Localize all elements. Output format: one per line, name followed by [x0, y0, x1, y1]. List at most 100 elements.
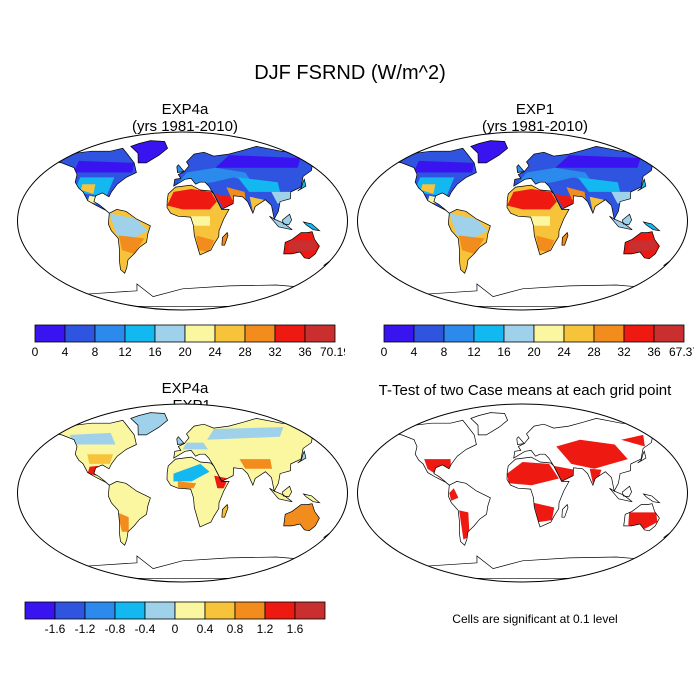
- coastline-newguinea: [642, 493, 661, 504]
- map-region-borneo: [622, 214, 632, 225]
- map-field-patch: [177, 481, 197, 489]
- colorbar-swatch: [124, 324, 156, 343]
- map-ttest: [356, 403, 689, 583]
- colorbar-tick-label: 12: [118, 345, 132, 359]
- map-region-greenland: [130, 140, 168, 163]
- figure-title: DJF FSRND (W/m^2): [254, 62, 446, 84]
- colorbar-tick-label: 0: [381, 345, 388, 359]
- coastline-australia: [623, 231, 660, 260]
- colorbar-swatch: [84, 601, 116, 620]
- panel-exp4a-title-line1: EXP4a: [161, 101, 209, 118]
- map-field-patch: [87, 454, 114, 464]
- coastline-japan: [297, 450, 307, 464]
- map-region-borneo: [282, 214, 292, 225]
- map-field-patch: [556, 439, 628, 469]
- coastline-newguinea: [642, 221, 661, 232]
- map-region-japan: [297, 179, 306, 191]
- colorbar-tick-label: 70.19: [320, 345, 345, 359]
- map-field-patch: [175, 167, 252, 187]
- map-region-madagascar: [221, 504, 228, 518]
- map-field-patch: [215, 155, 301, 168]
- colorbar-swatch: [34, 324, 66, 343]
- map-field-patch: [173, 463, 210, 482]
- coastline-japan: [637, 450, 647, 464]
- coastline-uk: [176, 436, 185, 445]
- map-field-patch: [628, 240, 657, 252]
- panel-exp4a-title: EXP4a (yrs 1981-2010): [20, 101, 350, 135]
- map-field-patch: [577, 177, 621, 192]
- colorbar-swatch: [184, 324, 216, 343]
- panel-ttest-title: T-Test of two Case means at each grid po…: [355, 382, 695, 399]
- colorbar-tick-label: 67.37: [669, 345, 694, 359]
- colorbar-tick-label: -1.6: [45, 622, 66, 636]
- colorbar-swatch: [533, 324, 565, 343]
- map-field-patch: [507, 462, 559, 486]
- coastline-sa: [107, 481, 151, 546]
- map-field-patch: [459, 510, 470, 540]
- coastline-madagascar: [221, 231, 229, 246]
- coastline-sa: [447, 209, 491, 274]
- colorbar-swatch: [114, 601, 146, 620]
- coastline-uk: [516, 436, 525, 445]
- colorbar-swatch: [623, 324, 655, 343]
- colorbar-tick-label: 8: [441, 345, 448, 359]
- map-field-patch: [458, 235, 485, 254]
- map-field-patch: [118, 235, 145, 254]
- coastline-borneo: [622, 213, 632, 226]
- colorbar-swatch: [94, 324, 126, 343]
- map-region-antarctic: [390, 284, 661, 307]
- colorbar-swatch: [383, 324, 415, 343]
- coastline-sa: [107, 209, 151, 274]
- colorbar-tick-label: 12: [467, 345, 481, 359]
- colorbar-tick-label: 4: [62, 345, 69, 359]
- colorbar-swatch: [653, 324, 685, 343]
- colorbar-swatch: [154, 324, 186, 343]
- colorbar-tick-label: 20: [178, 345, 192, 359]
- map-field-patch: [80, 184, 96, 194]
- map-field-patch: [214, 475, 228, 489]
- coastline-africa: [166, 184, 230, 256]
- map-region-uk: [516, 436, 525, 445]
- colorbar-tick-label: -0.8: [105, 622, 126, 636]
- colorbar-swatch: [563, 324, 595, 343]
- coastline-greenland: [470, 412, 509, 436]
- map-field-patch: [449, 213, 488, 239]
- coastline-uk: [176, 164, 185, 173]
- colorbar-diff: -1.6 -1.2 -0.8 -0.4 0 0.4 0.8 1.2 1.6: [24, 601, 326, 636]
- map-field-patch: [69, 432, 116, 445]
- colorbar-tick-label: 32: [617, 345, 631, 359]
- map-region-greenland: [130, 412, 168, 435]
- map-region-madagascar: [561, 504, 568, 518]
- map-border: [16, 403, 349, 583]
- map-field-patch: [589, 468, 602, 484]
- map-field-patch: [182, 442, 209, 450]
- colorbar-tick-label: -0.4: [135, 622, 156, 636]
- colorbar-tick-label: 28: [238, 345, 252, 359]
- map-field-patch: [237, 177, 281, 192]
- colorbar-tick-label: 16: [497, 345, 511, 359]
- colorbar-swatch: [214, 324, 246, 343]
- coastline-africa: [506, 456, 570, 528]
- map-border: [356, 403, 689, 583]
- colorbar-tick-label: 24: [208, 345, 222, 359]
- coastline-na: [50, 419, 137, 486]
- panel-exp1-title-line1: EXP1: [515, 101, 555, 118]
- map-region-newguinea: [643, 222, 660, 231]
- coastline-madagascar: [561, 231, 569, 246]
- map-field-patch: [288, 240, 317, 252]
- map-region-borneo: [622, 486, 632, 497]
- map-region-australia: [283, 503, 320, 531]
- coastline-eurasia: [513, 146, 664, 221]
- map-field-patch: [533, 502, 555, 523]
- map-region-borneo: [282, 486, 292, 497]
- coastline-newguinea: [302, 493, 321, 504]
- map-field-patch: [515, 167, 592, 187]
- colorbar-tick-label: 0.8: [227, 622, 244, 636]
- coastline-australia: [283, 503, 320, 532]
- map-field-patch: [621, 434, 645, 447]
- colorbar-swatch: [244, 324, 276, 343]
- coastline-na: [390, 147, 477, 214]
- coastline-indonesia: [609, 487, 633, 503]
- map-field-patch: [109, 213, 148, 239]
- map-region-greenland: [470, 412, 508, 435]
